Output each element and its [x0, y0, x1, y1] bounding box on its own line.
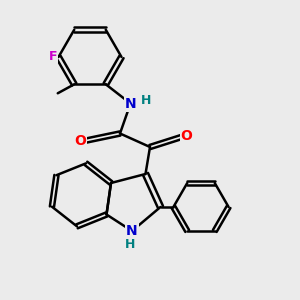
- Text: H: H: [125, 238, 136, 251]
- Text: N: N: [125, 97, 136, 110]
- Text: F: F: [49, 50, 57, 64]
- Text: O: O: [74, 134, 86, 148]
- Text: H: H: [141, 94, 151, 107]
- Text: O: O: [181, 130, 193, 143]
- Text: N: N: [126, 224, 138, 238]
